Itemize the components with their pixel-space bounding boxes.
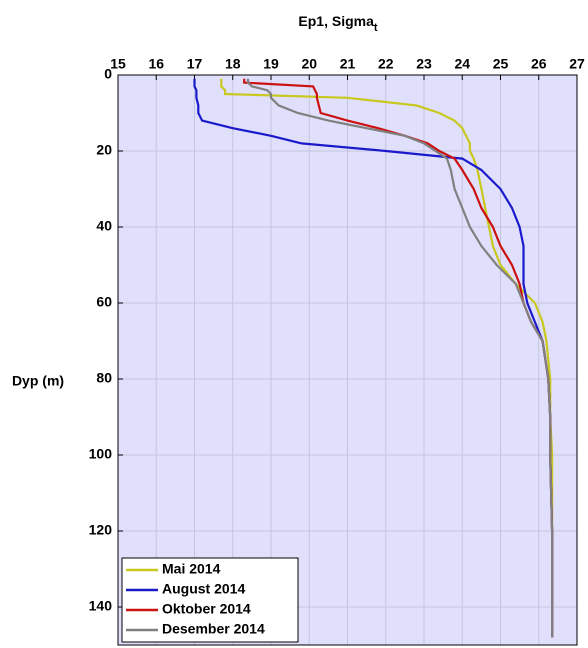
line bbox=[246, 78, 554, 638]
legend-label: Desember 2014 bbox=[162, 621, 265, 637]
y-tick-label: 40 bbox=[96, 218, 112, 234]
y-tick-label: 80 bbox=[96, 370, 112, 386]
plot-frame bbox=[117, 74, 578, 646]
legend-label: Mai 2014 bbox=[162, 561, 221, 577]
line bbox=[220, 78, 554, 638]
legend: Mai 2014 August 2014 Oktober 2014 Desember … bbox=[121, 557, 299, 643]
legend-label: August 2014 bbox=[162, 581, 245, 597]
x-tick-label: 23 bbox=[416, 56, 432, 72]
legend-label: Oktober 2014 bbox=[162, 601, 251, 617]
y-tick-label: 100 bbox=[89, 446, 113, 462]
x-tick-label: 19 bbox=[263, 56, 279, 72]
x-tick-label: 18 bbox=[225, 56, 241, 72]
y-tick-label: 20 bbox=[96, 142, 112, 158]
x-tick-label: 27 bbox=[569, 56, 585, 72]
x-tick-label: 22 bbox=[378, 56, 394, 72]
chart-title: Ep1, Sigmat bbox=[298, 13, 377, 34]
x-tick-label: 15 bbox=[110, 56, 126, 72]
y-axis-label: Dyp (m) bbox=[12, 373, 64, 389]
x-tick-label: 20 bbox=[301, 56, 317, 72]
x-tick-label: 16 bbox=[148, 56, 164, 72]
y-tick-label: 60 bbox=[96, 294, 112, 310]
y-tick-label: 120 bbox=[89, 522, 113, 538]
legend-box bbox=[121, 557, 299, 643]
x-tick-label: 21 bbox=[340, 56, 356, 72]
x-tick-label: 24 bbox=[454, 56, 470, 72]
x-tick-label: 25 bbox=[493, 56, 509, 72]
x-tick-label: 26 bbox=[531, 56, 547, 72]
y-tick-label: 0 bbox=[104, 66, 112, 82]
y-tick-label: 140 bbox=[89, 598, 113, 614]
x-tick-label: 17 bbox=[187, 56, 203, 72]
